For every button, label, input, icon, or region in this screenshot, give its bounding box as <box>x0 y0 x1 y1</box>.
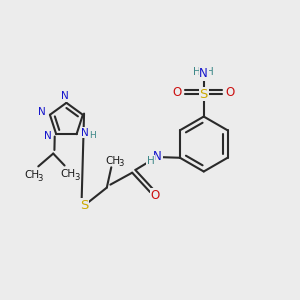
Text: O: O <box>225 85 235 99</box>
Text: H: H <box>206 68 214 77</box>
Text: 3: 3 <box>38 173 43 182</box>
Text: N: N <box>61 91 69 101</box>
Text: O: O <box>151 189 160 202</box>
Text: H: H <box>146 156 154 166</box>
Text: N: N <box>44 130 52 141</box>
Text: CH: CH <box>105 156 120 166</box>
Text: CH: CH <box>61 169 76 179</box>
Text: N: N <box>200 68 208 80</box>
Text: N: N <box>81 128 89 138</box>
Text: CH: CH <box>24 170 39 180</box>
Text: H: H <box>89 131 96 140</box>
Text: N: N <box>153 150 162 163</box>
Text: 3: 3 <box>119 159 124 168</box>
Text: H: H <box>193 68 201 77</box>
Text: S: S <box>200 88 208 101</box>
Text: O: O <box>173 85 182 99</box>
Text: S: S <box>80 199 88 212</box>
Text: N: N <box>38 107 45 117</box>
Text: 3: 3 <box>74 173 80 182</box>
